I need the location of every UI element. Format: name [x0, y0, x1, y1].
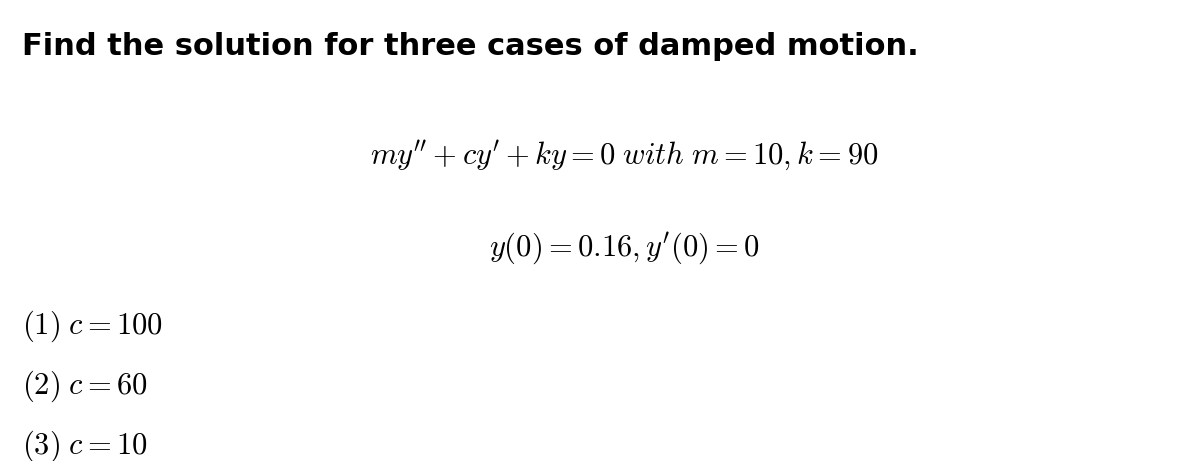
- Text: $(1)\; c = 100$: $(1)\; c = 100$: [22, 309, 162, 344]
- Text: $(2)\; c = 60$: $(2)\; c = 60$: [22, 369, 148, 404]
- Text: $(3)\; c = 10$: $(3)\; c = 10$: [22, 429, 148, 461]
- Text: Find the solution for three cases of damped motion.: Find the solution for three cases of dam…: [22, 32, 918, 61]
- Text: $my'' + cy' + ky = 0 \; \mathit{with} \; m = 10, k = 90$: $my'' + cy' + ky = 0 \; \mathit{with} \;…: [370, 138, 878, 172]
- Text: $y(0) = 0.16, y'(0) = 0$: $y(0) = 0.16, y'(0) = 0$: [488, 230, 760, 266]
